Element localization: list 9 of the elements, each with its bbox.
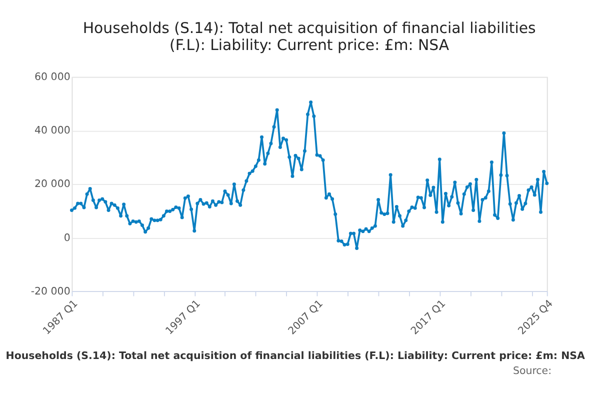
text: Households (S.14): Total net acquisition of financial liabilities (F.L): Liability: Current price: £m: NSA xyxy=(6,350,586,362)
text: Households (S.14): Total net acquisition of financial liabilities xyxy=(82,19,536,38)
y-tick-label: -20 000 xyxy=(30,285,70,298)
y-tick-label: 20 000 xyxy=(34,178,70,190)
y-tick-label: 0 xyxy=(64,232,70,244)
y-tick-label: 60 000 xyxy=(34,71,70,84)
y-tick-label: 40 000 xyxy=(34,124,70,137)
text: (F.L): Liability: Current price: £m: NSA xyxy=(170,36,450,54)
source-note: Source: xyxy=(512,365,552,378)
